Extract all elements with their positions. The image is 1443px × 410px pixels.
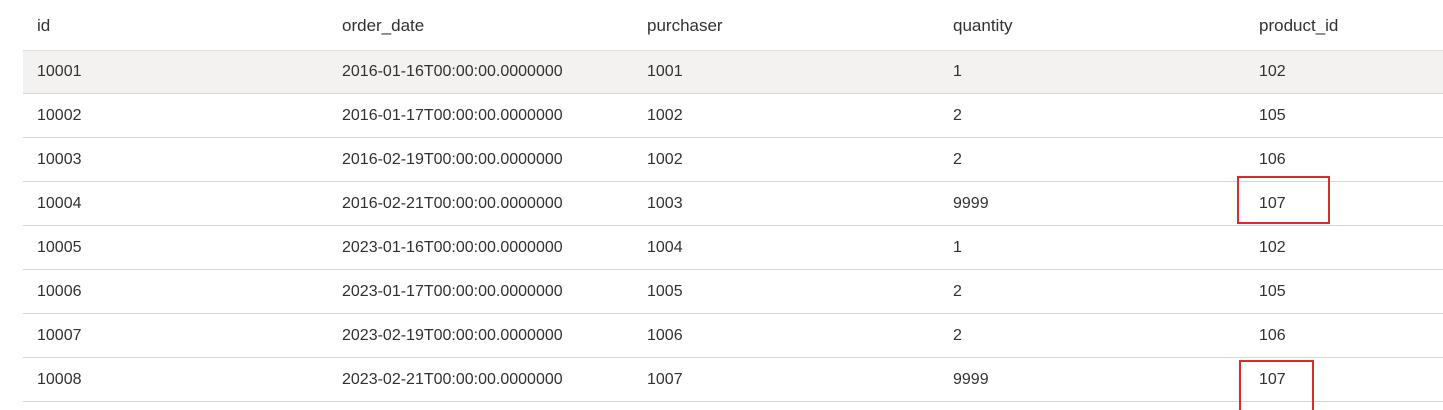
cell-order-date[interactable]: 2016-02-19T00:00:00.0000000: [342, 150, 563, 168]
cell-quantity[interactable]: 1: [953, 238, 962, 256]
cell-product-id[interactable]: 107: [1259, 194, 1286, 212]
cell-purchaser[interactable]: 1001: [647, 63, 683, 80]
cell-purchaser[interactable]: 1004: [647, 238, 683, 256]
column-header-order-date[interactable]: order_date: [342, 16, 425, 35]
cell-id[interactable]: 10006: [37, 282, 82, 300]
cell-purchaser[interactable]: 1002: [647, 106, 683, 124]
cell-purchaser[interactable]: 1007: [647, 370, 683, 388]
table-row[interactable]: 10007 2023-02-19T00:00:00.0000000 1006 2 106: [23, 314, 1443, 358]
cell-order-date[interactable]: 2023-02-19T00:00:00.0000000: [342, 326, 563, 344]
cell-purchaser[interactable]: 1006: [647, 326, 683, 344]
cell-product-id[interactable]: 105: [1259, 282, 1286, 300]
results-grid: id order_date purchaser quantity product…: [23, 0, 1443, 402]
cell-quantity[interactable]: 1: [953, 63, 962, 80]
cell-id[interactable]: 10008: [37, 370, 82, 388]
table-row[interactable]: 10006 2023-01-17T00:00:00.0000000 1005 2 105: [23, 270, 1443, 314]
column-header-quantity[interactable]: quantity: [953, 16, 1013, 35]
table-row[interactable]: 10005 2023-01-16T00:00:00.0000000 1004 1 102: [23, 226, 1443, 270]
highlight-box-row-4-product-id: [1237, 176, 1330, 224]
cell-product-id[interactable]: 102: [1259, 63, 1286, 80]
cell-purchaser[interactable]: 1002: [647, 150, 683, 168]
cell-quantity[interactable]: 2: [953, 282, 962, 300]
cell-product-id[interactable]: 105: [1259, 106, 1286, 124]
table-row[interactable]: 10003 2016-02-19T00:00:00.0000000 1002 2 106: [23, 138, 1443, 182]
table-row[interactable]: 10001 2016-01-16T00:00:00.0000000 1001 1 102: [23, 50, 1443, 94]
cell-id[interactable]: 10005: [37, 238, 82, 256]
highlight-box-row-8-product-id: [1239, 360, 1314, 410]
cell-product-id[interactable]: 106: [1259, 326, 1286, 344]
cell-product-id[interactable]: 106: [1259, 150, 1286, 168]
cell-quantity[interactable]: 2: [953, 106, 962, 124]
cell-order-date[interactable]: 2023-01-17T00:00:00.0000000: [342, 282, 563, 300]
cell-product-id[interactable]: 107: [1259, 370, 1286, 388]
cell-quantity[interactable]: 9999: [953, 194, 989, 212]
cell-quantity[interactable]: 9999: [953, 370, 989, 388]
table-row[interactable]: 10002 2016-01-17T00:00:00.0000000 1002 2 105: [23, 94, 1443, 138]
grid-header: id order_date purchaser quantity product…: [23, 0, 1443, 50]
cell-order-date[interactable]: 2023-02-21T00:00:00.0000000: [342, 370, 563, 388]
cell-id[interactable]: 10007: [37, 326, 82, 344]
cell-order-date[interactable]: 2016-01-16T00:00:00.0000000: [342, 63, 563, 80]
cell-id[interactable]: 10001: [37, 63, 82, 80]
table-row[interactable]: 10004 2016-02-21T00:00:00.0000000 1003 9999…: [23, 182, 1443, 226]
column-header-purchaser[interactable]: purchaser: [647, 16, 723, 35]
cell-order-date[interactable]: 2023-01-16T00:00:00.0000000: [342, 238, 563, 256]
cell-order-date[interactable]: 2016-01-17T00:00:00.0000000: [342, 106, 563, 124]
column-header-product-id[interactable]: product_id: [1259, 16, 1339, 35]
cell-id[interactable]: 10003: [37, 150, 82, 168]
cell-quantity[interactable]: 2: [953, 150, 962, 168]
cell-id[interactable]: 10004: [37, 194, 82, 212]
cell-purchaser[interactable]: 1003: [647, 194, 683, 212]
cell-purchaser[interactable]: 1005: [647, 282, 683, 300]
grid-body: 10001 2016-01-16T00:00:00.0000000 1001 1 102…: [23, 50, 1443, 402]
cell-product-id[interactable]: 102: [1259, 238, 1286, 256]
cell-order-date[interactable]: 2016-02-21T00:00:00.0000000: [342, 194, 563, 212]
table-row[interactable]: 10008 2023-02-21T00:00:00.0000000 1007 9999…: [23, 358, 1443, 402]
cell-quantity[interactable]: 2: [953, 326, 962, 344]
column-header-id[interactable]: id: [37, 16, 51, 35]
cell-id[interactable]: 10002: [37, 106, 82, 124]
